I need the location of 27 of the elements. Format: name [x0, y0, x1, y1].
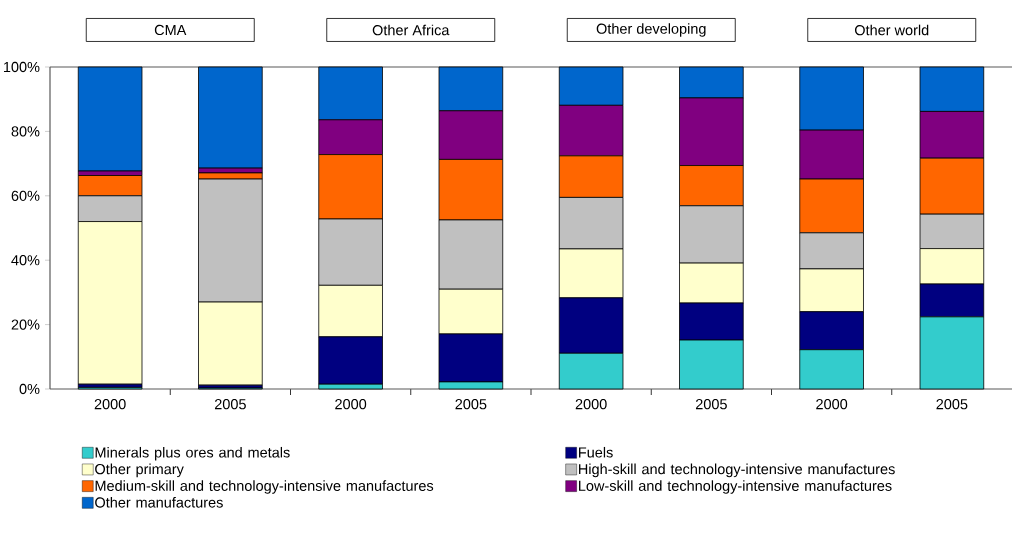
- y-tick-label: 0%: [19, 383, 40, 395]
- y-tick-label: 80%: [11, 126, 40, 137]
- x-tick-label: 2005: [214, 399, 246, 410]
- legend-label: Minerals plus ores and metals: [95, 446, 290, 461]
- legend-label: Fuels: [579, 446, 613, 458]
- x-tick-label: 2000: [335, 399, 367, 410]
- text: Other developing: [596, 23, 706, 37]
- legend-label: Other primary: [95, 463, 184, 478]
- bar: [77, 66, 143, 172]
- text: CMA: [154, 24, 187, 36]
- x-tick-label: 2000: [816, 399, 848, 410]
- x-tick-label: 2005: [455, 399, 487, 410]
- x-tick-label: 2005: [936, 399, 968, 410]
- x-tick-label: 2000: [94, 399, 126, 410]
- y-tick-label: 100%: [3, 61, 40, 73]
- legend-label: High-skill and technology-intensive manufactures: [579, 463, 895, 478]
- y-tick-label: 40%: [11, 255, 40, 266]
- text: Other Africa: [372, 24, 450, 36]
- legend-label: Medium-skill and technology-intensive manufactures: [95, 480, 434, 494]
- legend-label: Low-skill and technology-intensive manufactures: [579, 480, 892, 494]
- y-tick-label: 60%: [11, 190, 40, 201]
- x-tick-label: 2005: [695, 399, 727, 410]
- x-tick-label: 2000: [575, 399, 607, 410]
- y-tick-label: 20%: [11, 319, 40, 330]
- legend-label: Other manufactures: [95, 496, 223, 508]
- text: Other world: [854, 24, 929, 36]
- bar: [198, 66, 263, 169]
